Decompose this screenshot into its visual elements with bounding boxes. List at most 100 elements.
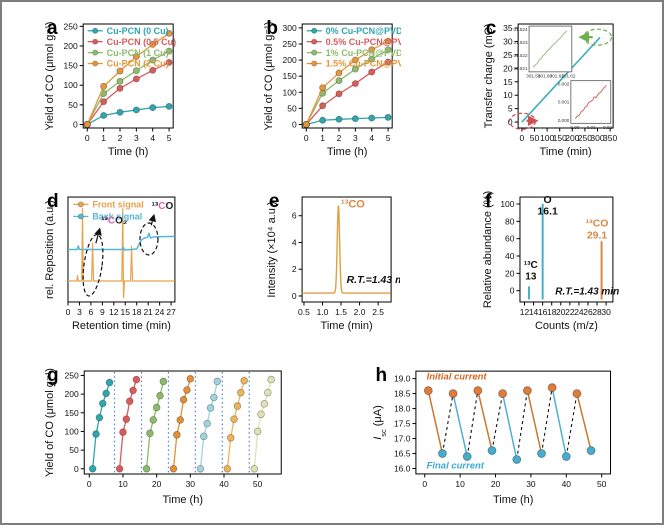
- svg-text:1.5% Cu-PCN@PVDF: 1.5% Cu-PCN@PVDF: [326, 59, 401, 69]
- svg-text:Time (h): Time (h): [108, 146, 149, 158]
- svg-text:26: 26: [583, 307, 593, 317]
- svg-text:1: 1: [101, 133, 106, 143]
- svg-text:2: 2: [292, 264, 297, 274]
- svg-text:0: 0: [73, 119, 78, 129]
- panel-e: e 0.5 1.0 1.5 2.0 2.5 0 2 4 6 Time (min) Intensity…: [263, 191, 401, 333]
- svg-text:16.0: 16.0: [394, 464, 411, 474]
- svg-text:4: 4: [150, 133, 155, 143]
- svg-text:Front signal: Front signal: [92, 200, 143, 210]
- panel-c: c 0 50 100 150 200 250 300 350 0 5 10 15 20 25 30 35 Tim…: [480, 18, 622, 159]
- panel-f: f 12 14 16 18 20 22 24 26 28 30 0 20 40 60 80 100 Counts…: [480, 191, 622, 333]
- svg-text:0: 0: [74, 464, 79, 474]
- svg-text:6: 6: [89, 307, 94, 317]
- svg-text:50: 50: [69, 445, 79, 455]
- svg-text:Final current: Final current: [427, 460, 485, 471]
- panel-a-label: a: [47, 18, 58, 39]
- svg-text:17.0: 17.0: [394, 434, 411, 444]
- svg-text:0.02: 0.02: [603, 125, 612, 130]
- svg-text:150: 150: [63, 61, 77, 71]
- figure-row-3: g 0 10 20 30 40 50 0 50 100 150 200 250 Time (h) Yiel…: [2, 349, 662, 523]
- svg-text:Time (h): Time (h): [162, 494, 203, 506]
- svg-text:0.5: 0.5: [298, 307, 310, 317]
- svg-text:0: 0: [66, 307, 71, 317]
- svg-text:0.002: 0.002: [558, 81, 570, 86]
- svg-text:40: 40: [219, 479, 229, 489]
- svg-text:10: 10: [118, 479, 128, 489]
- svg-text:50: 50: [68, 100, 78, 110]
- svg-text:60: 60: [505, 234, 515, 244]
- svg-text:20: 20: [556, 307, 566, 317]
- svg-text:40: 40: [562, 479, 572, 489]
- svg-text:12: 12: [109, 307, 119, 317]
- svg-text:Cu-PCN (0.5 Cu): Cu-PCN (0.5 Cu): [107, 37, 177, 47]
- svg-text:50: 50: [529, 133, 539, 143]
- svg-text:30: 30: [601, 307, 611, 317]
- svg-text:30: 30: [503, 36, 513, 46]
- svg-text:300: 300: [590, 133, 604, 143]
- svg-text:18: 18: [547, 307, 557, 317]
- svg-text:250: 250: [578, 133, 592, 143]
- svg-text:10: 10: [456, 479, 466, 489]
- svg-text:1.0: 1.0: [316, 307, 328, 317]
- svg-text:Back signal: Back signal: [92, 212, 142, 222]
- svg-text:0: 0: [304, 133, 309, 143]
- svg-text:0: 0: [508, 117, 513, 127]
- svg-text:50: 50: [288, 103, 298, 113]
- svg-text:200: 200: [283, 55, 297, 65]
- svg-text:100: 100: [500, 199, 514, 209]
- svg-text:12: 12: [520, 307, 530, 317]
- svg-text:Yield of CO (μmol g⁻¹): Yield of CO (μmol g⁻¹): [44, 22, 56, 131]
- svg-text:0.5% Cu-PCN@PVDF: 0.5% Cu-PCN@PVDF: [326, 37, 401, 47]
- svg-text:¹³CO₂: ¹³CO₂: [101, 215, 127, 226]
- svg-text:R.T.=1.43 min: R.T.=1.43 min: [555, 287, 619, 298]
- svg-text:13: 13: [525, 271, 537, 282]
- panel-b: b 0 1 2 3 4 5 0 50 100 150 200 250 300 Time (h) Yield …: [261, 18, 401, 159]
- svg-text:0: 0: [423, 479, 428, 489]
- svg-text:20: 20: [491, 479, 501, 489]
- svg-text:35: 35: [503, 23, 513, 33]
- svg-text:19.0: 19.0: [394, 374, 411, 384]
- svg-text:301.62: 301.62: [561, 73, 575, 78]
- svg-text:25: 25: [503, 50, 513, 60]
- svg-text:Yield of CO (μmol g⁻¹): Yield of CO (μmol g⁻¹): [264, 22, 276, 131]
- svg-text:¹³C: ¹³C: [524, 260, 538, 271]
- panel-b-label: b: [266, 18, 278, 39]
- svg-text:20: 20: [503, 63, 513, 73]
- svg-text:15: 15: [121, 307, 131, 317]
- svg-text:0.001: 0.001: [558, 100, 570, 105]
- svg-text:0.000: 0.000: [558, 118, 570, 123]
- svg-text:5: 5: [167, 133, 172, 143]
- svg-text:100: 100: [540, 133, 554, 143]
- svg-text:200: 200: [565, 133, 579, 143]
- svg-text:Cu-PCN (1 Cu): Cu-PCN (1 Cu): [107, 48, 169, 58]
- svg-text:17.5: 17.5: [394, 419, 411, 429]
- svg-text:24: 24: [155, 307, 165, 317]
- svg-text:Isc (μA): Isc (μA): [372, 405, 388, 440]
- svg-text:1% Cu-PCN@PVDF: 1% Cu-PCN@PVDF: [326, 48, 401, 58]
- panel-h-label: h: [375, 365, 388, 386]
- svg-text:150: 150: [65, 408, 79, 418]
- panel-e-label: e: [268, 191, 280, 212]
- svg-text:350: 350: [603, 133, 617, 143]
- panel-h-chart: 0 10 20 30 40 50 16.0 16.5 17.0 17.5 18.0 18.5 19.0 T…: [372, 370, 612, 506]
- svg-text:3: 3: [353, 133, 358, 143]
- svg-text:2.5: 2.5: [372, 307, 384, 317]
- svg-text:Intensity (×10⁴ a.u.): Intensity (×10⁴ a.u.): [266, 201, 278, 297]
- svg-text:10: 10: [503, 90, 513, 100]
- svg-text:Yield of CO (μmol g⁻¹): Yield of CO (μmol g⁻¹): [44, 368, 56, 477]
- svg-text:50: 50: [253, 479, 263, 489]
- svg-text:301.60: 301.60: [538, 73, 552, 78]
- svg-text:O: O: [544, 195, 552, 206]
- svg-text:18: 18: [132, 307, 142, 317]
- svg-text:100: 100: [65, 426, 79, 436]
- svg-text:¹³CO: ¹³CO: [152, 201, 174, 212]
- svg-text:250: 250: [65, 370, 79, 380]
- svg-text:21: 21: [143, 307, 153, 317]
- svg-text:29.1: 29.1: [587, 231, 608, 242]
- svg-text:Time (h): Time (h): [327, 146, 368, 158]
- svg-text:100: 100: [63, 80, 77, 90]
- svg-text:150: 150: [283, 71, 297, 81]
- svg-text:31.523: 31.523: [513, 40, 527, 45]
